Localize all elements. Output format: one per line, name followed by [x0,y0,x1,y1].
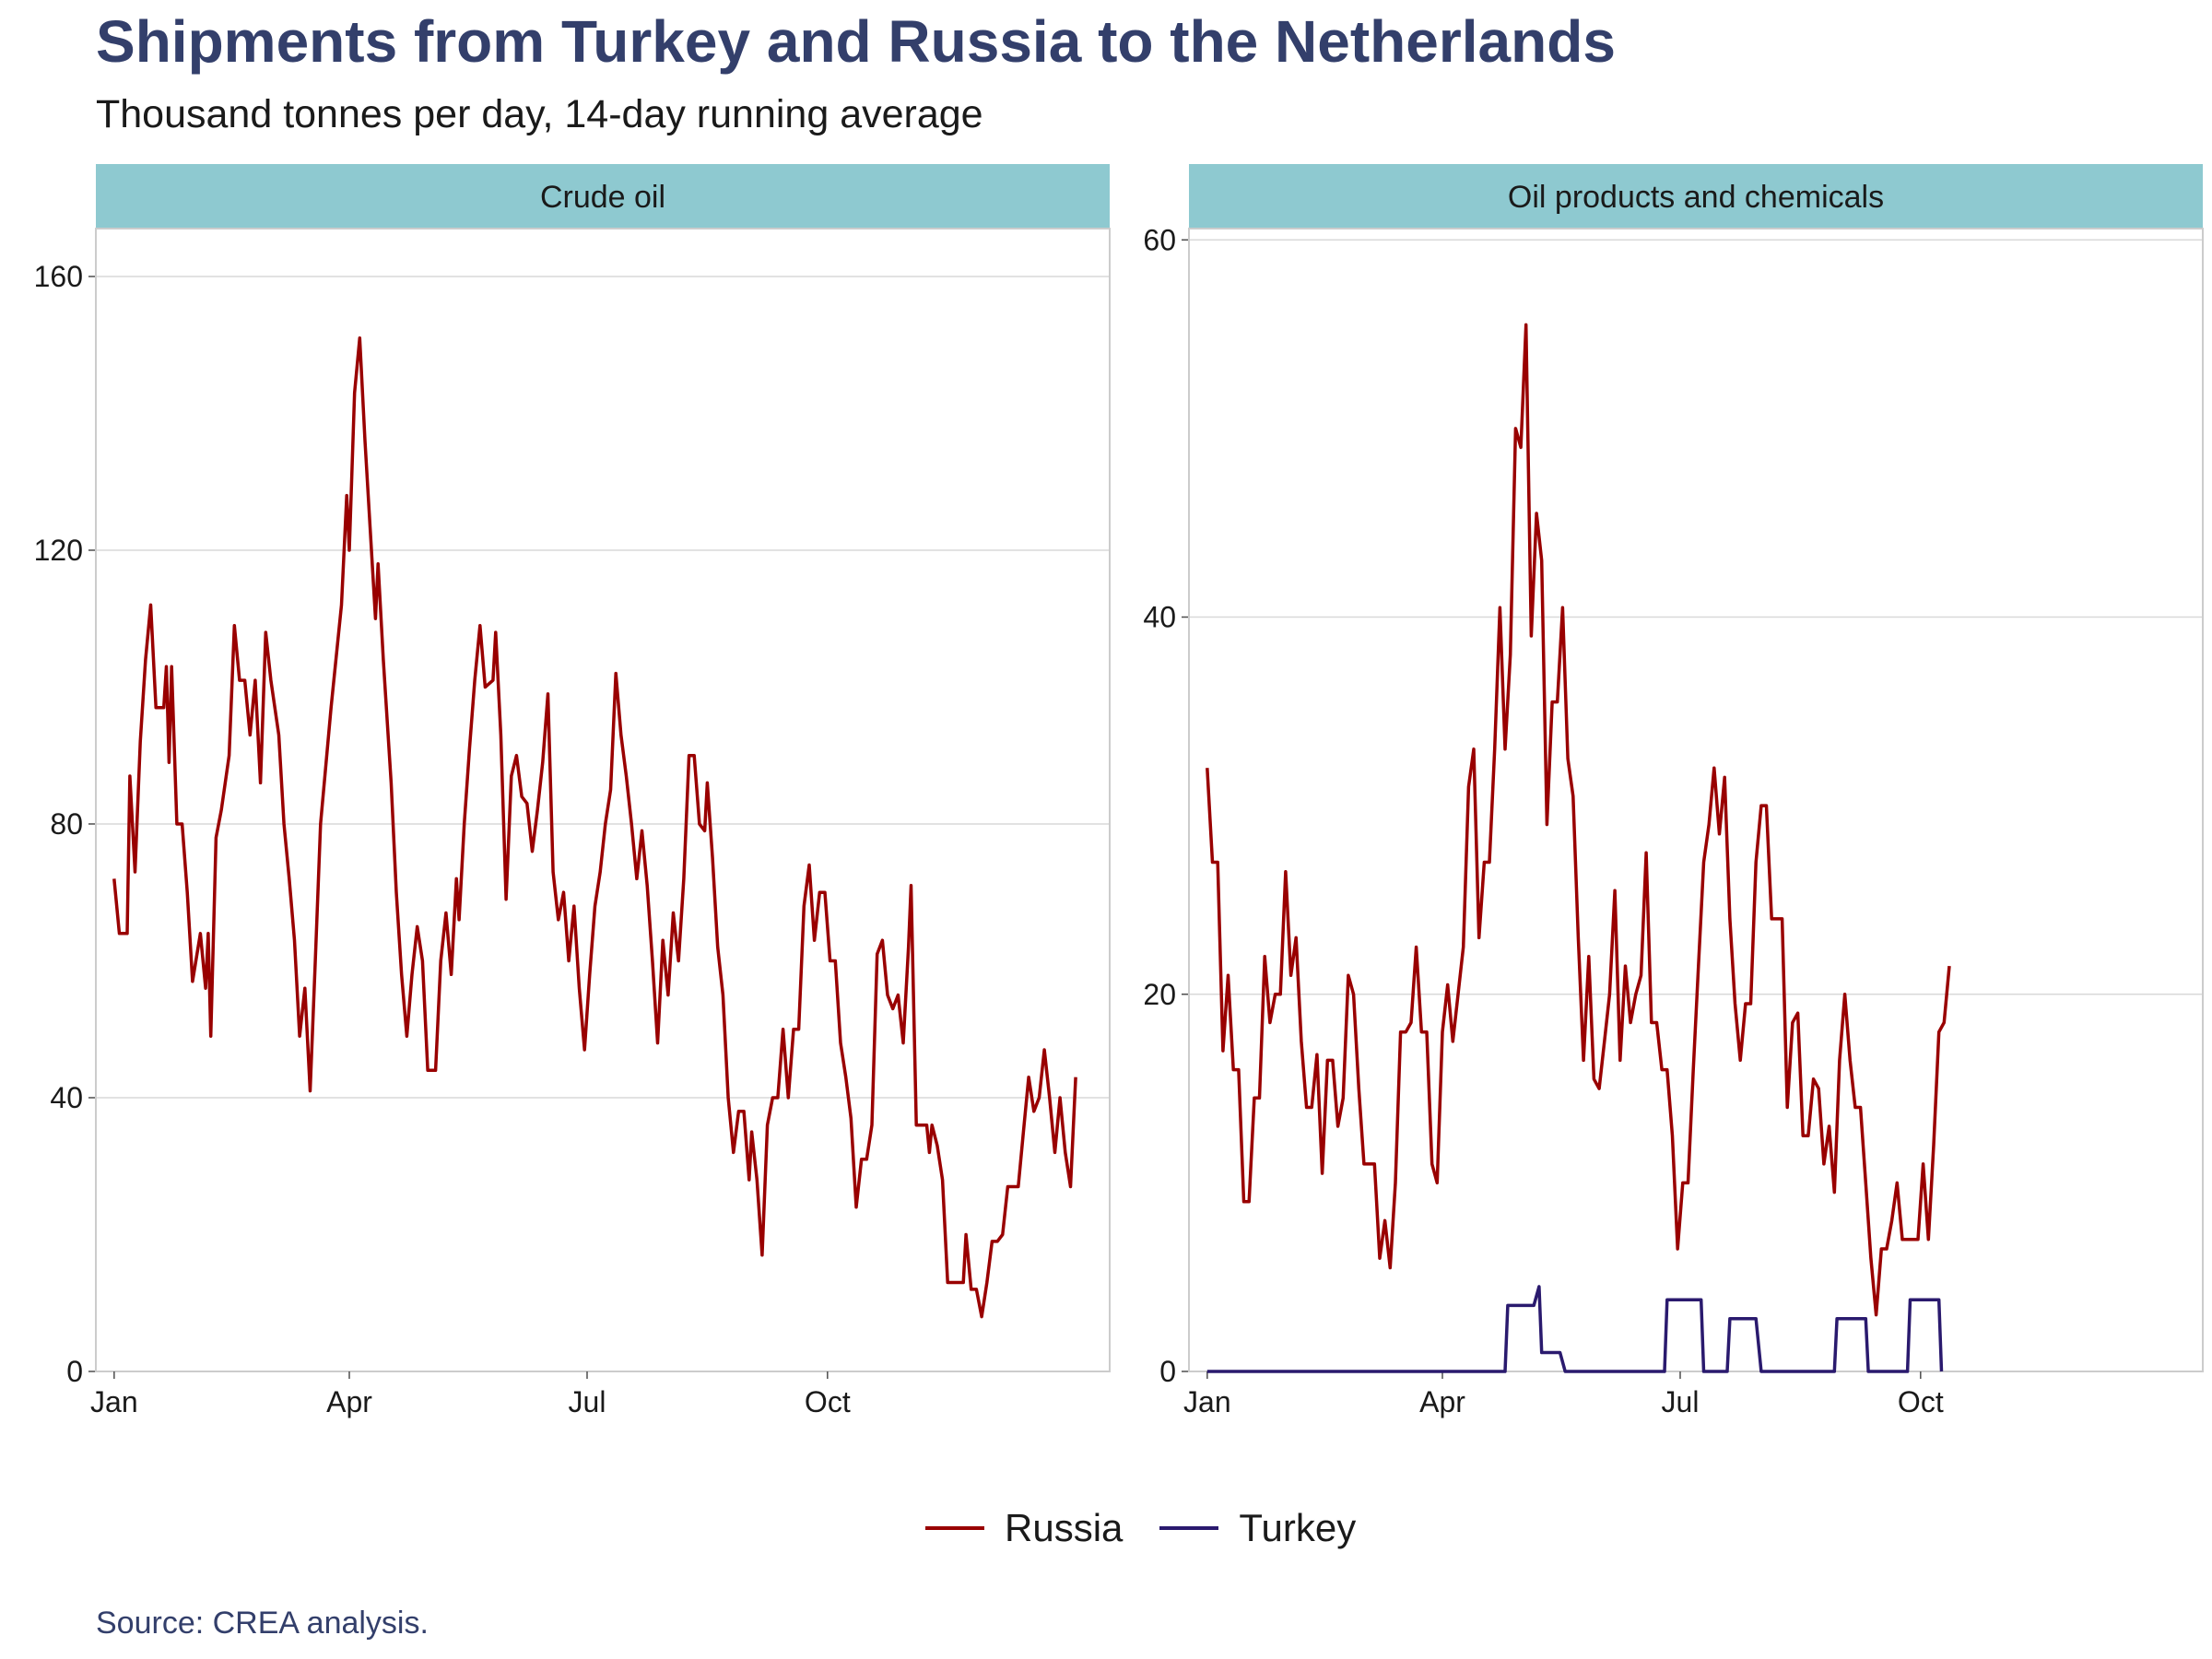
y-tick-label: 60 [1143,223,1176,256]
x-tick-label: Jul [569,1385,606,1418]
y-tick-label: 120 [34,534,83,567]
facet-strip-label: Oil products and chemicals [1508,180,1884,215]
y-tick-label: 20 [1143,978,1176,1011]
x-tick-label: Apr [1419,1385,1465,1418]
source-note: Source: CREA analysis. [96,1606,429,1641]
x-tick-label: Jan [1183,1385,1231,1418]
x-tick-label: Jul [1662,1385,1700,1418]
y-tick-label: 80 [50,807,83,841]
legend-swatch-russia [925,1526,984,1530]
facet-strip [96,164,1110,229]
facet-strip-label: Crude oil [540,180,665,215]
legend-label-russia: Russia [1005,1506,1124,1549]
panel-1: Oil products and chemicals 0 20 40 60 Jan Apr J… [1143,164,2204,1418]
y-tick-label: 0 [1159,1355,1176,1388]
x-tick-label: Oct [805,1385,851,1418]
panel-border [95,228,1111,1372]
series-line-russia [1206,323,1951,1317]
chart-title: Shipments from Turkey and Russia to the … [96,8,1616,75]
y-tick-label: 0 [66,1355,83,1388]
legend: Russia Turkey [925,1506,1393,1550]
y-tick-label: 40 [1143,601,1176,634]
y-tick-label: 40 [50,1081,83,1114]
y-tick-label: 160 [34,260,83,293]
legend-label-turkey: Turkey [1239,1506,1357,1549]
facet-strip [1189,164,2203,229]
chart-subtitle: Thousand tonnes per day, 14-day running … [96,92,983,136]
panel-0: Crude oil 0 40 80 120 160 Jan Apr Jul Oct [34,164,1111,1418]
x-tick-label: Jan [90,1385,138,1418]
series-line-turkey [1206,1285,1944,1373]
legend-item-russia: Russia [925,1506,1123,1550]
x-tick-label: Apr [326,1385,372,1418]
x-tick-label: Oct [1898,1385,1944,1418]
legend-swatch-turkey [1159,1526,1219,1530]
series-line-russia [112,336,1077,1319]
legend-item-turkey: Turkey [1159,1506,1356,1550]
panel-border [1188,228,2204,1372]
